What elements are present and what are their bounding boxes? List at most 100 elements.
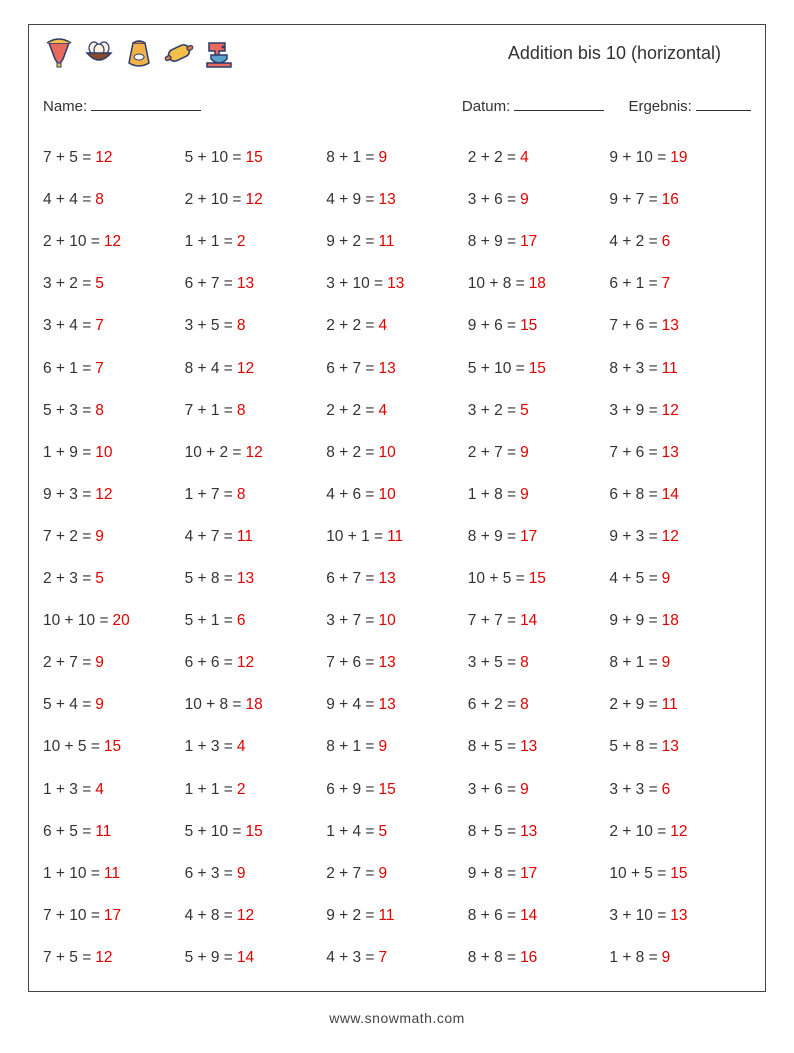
problem-expression: 8 + 1 =	[609, 654, 657, 672]
problem-cell: 8 + 1 =9	[326, 726, 468, 768]
problem-cell: 6 + 2 =8	[468, 684, 610, 726]
problem-answer: 9	[662, 570, 671, 588]
problem-expression: 7 + 2 =	[43, 528, 91, 546]
problem-answer: 11	[387, 528, 403, 546]
problem-expression: 1 + 4 =	[326, 823, 374, 841]
problem-answer: 18	[662, 612, 679, 630]
name-label: Name:	[43, 98, 87, 115]
problem-expression: 4 + 4 =	[43, 191, 91, 209]
problem-answer: 10	[378, 444, 395, 462]
problem-expression: 9 + 2 =	[326, 233, 374, 251]
result-blank[interactable]	[696, 97, 751, 111]
problem-answer: 9	[95, 528, 104, 546]
problem-answer: 10	[378, 612, 395, 630]
problem-cell: 1 + 8 =9	[468, 474, 610, 516]
problem-expression: 5 + 10 =	[185, 823, 242, 841]
problem-cell: 8 + 9 =17	[468, 221, 610, 263]
problem-cell: 4 + 7 =11	[185, 516, 327, 558]
name-blank[interactable]	[91, 97, 201, 111]
problem-cell: 7 + 2 =9	[43, 516, 185, 558]
problem-cell: 8 + 3 =11	[609, 347, 751, 389]
problem-cell: 1 + 3 =4	[185, 726, 327, 768]
problem-expression: 6 + 2 =	[468, 696, 516, 714]
header-row: Addition bis 10 (horizontal)	[43, 37, 751, 69]
problem-cell: 6 + 7 =13	[185, 263, 327, 305]
problem-expression: 1 + 3 =	[43, 781, 91, 799]
problem-cell: 10 + 5 =15	[609, 853, 751, 895]
problem-answer: 7	[662, 275, 671, 293]
problem-cell: 1 + 10 =11	[43, 853, 185, 895]
problem-expression: 8 + 5 =	[468, 738, 516, 756]
problem-expression: 7 + 6 =	[326, 654, 374, 672]
problem-expression: 8 + 9 =	[468, 528, 516, 546]
problem-answer: 9	[378, 738, 387, 756]
problem-answer: 12	[662, 528, 679, 546]
problem-cell: 4 + 4 =8	[43, 179, 185, 221]
problem-cell: 3 + 4 =7	[43, 305, 185, 347]
problem-answer: 13	[378, 360, 395, 378]
mixer-icon	[203, 37, 235, 69]
problem-expression: 3 + 5 =	[185, 317, 233, 335]
problem-expression: 4 + 2 =	[609, 233, 657, 251]
problem-cell: 3 + 10 =13	[326, 263, 468, 305]
problem-answer: 8	[520, 696, 529, 714]
problem-answer: 11	[237, 528, 253, 546]
problem-cell: 9 + 10 =19	[609, 137, 751, 179]
problem-cell: 8 + 5 =13	[468, 811, 610, 853]
problem-answer: 15	[378, 781, 395, 799]
result-label: Ergebnis:	[628, 98, 691, 115]
problem-expression: 9 + 3 =	[609, 528, 657, 546]
problem-answer: 8	[237, 317, 246, 335]
problem-answer: 9	[378, 865, 387, 883]
problem-answer: 8	[95, 402, 104, 420]
problem-cell: 8 + 2 =10	[326, 432, 468, 474]
problem-expression: 7 + 6 =	[609, 444, 657, 462]
problem-answer: 11	[378, 907, 394, 925]
problem-answer: 19	[670, 149, 687, 167]
problem-cell: 2 + 2 =4	[468, 137, 610, 179]
problem-answer: 9	[520, 191, 529, 209]
problem-expression: 5 + 10 =	[185, 149, 242, 167]
problem-cell: 2 + 7 =9	[43, 642, 185, 684]
problem-expression: 8 + 1 =	[326, 738, 374, 756]
problem-answer: 13	[662, 738, 679, 756]
problem-answer: 13	[378, 654, 395, 672]
problem-expression: 9 + 3 =	[43, 486, 91, 504]
rolling-pin-icon	[163, 37, 195, 69]
problem-cell: 1 + 8 =9	[609, 937, 751, 979]
problem-cell: 7 + 5 =12	[43, 937, 185, 979]
problem-cell: 10 + 8 =18	[468, 263, 610, 305]
problem-expression: 2 + 10 =	[43, 233, 100, 251]
problem-expression: 2 + 3 =	[43, 570, 91, 588]
problem-cell: 8 + 1 =9	[326, 137, 468, 179]
problem-cell: 9 + 8 =17	[468, 853, 610, 895]
problem-cell: 2 + 10 =12	[43, 221, 185, 263]
problem-cell: 1 + 9 =10	[43, 432, 185, 474]
problem-expression: 3 + 9 =	[609, 402, 657, 420]
problem-expression: 5 + 8 =	[185, 570, 233, 588]
problem-answer: 9	[662, 654, 671, 672]
problem-cell: 9 + 4 =13	[326, 684, 468, 726]
problem-answer: 14	[520, 612, 537, 630]
problem-expression: 5 + 1 =	[185, 612, 233, 630]
problem-expression: 3 + 10 =	[326, 275, 383, 293]
problem-expression: 2 + 10 =	[609, 823, 666, 841]
header-icons	[43, 37, 235, 69]
problem-answer: 18	[529, 275, 546, 293]
problem-cell: 5 + 10 =15	[185, 811, 327, 853]
problem-cell: 3 + 2 =5	[43, 263, 185, 305]
problem-cell: 10 + 10 =20	[43, 600, 185, 642]
problem-cell: 5 + 10 =15	[468, 347, 610, 389]
problem-expression: 1 + 7 =	[185, 486, 233, 504]
problem-answer: 9	[95, 696, 104, 714]
problem-answer: 13	[670, 907, 687, 925]
problem-expression: 3 + 7 =	[326, 612, 374, 630]
problem-cell: 4 + 3 =7	[326, 937, 468, 979]
problem-answer: 7	[378, 949, 387, 967]
problem-expression: 8 + 6 =	[468, 907, 516, 925]
problem-expression: 9 + 10 =	[609, 149, 666, 167]
date-blank[interactable]	[514, 97, 604, 111]
problem-answer: 12	[237, 654, 254, 672]
problem-expression: 4 + 7 =	[185, 528, 233, 546]
problem-answer: 12	[95, 486, 112, 504]
